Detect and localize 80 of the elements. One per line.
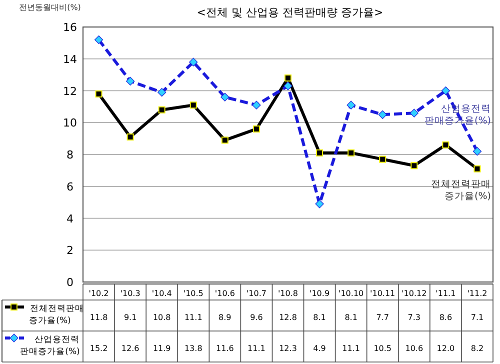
- data-label: 4.9: [313, 344, 326, 353]
- point: [252, 126, 260, 132]
- x-tick-label: '10.12: [402, 289, 427, 298]
- point: [410, 108, 418, 118]
- point: [472, 147, 482, 156]
- data-label: 12.8: [279, 313, 297, 322]
- data-label: 8.1: [344, 313, 358, 322]
- y-tick-label: 6: [66, 180, 74, 194]
- data-label: 8.9: [218, 313, 232, 322]
- data-label: 12.6: [121, 344, 140, 353]
- data-label: 8.2: [470, 344, 484, 353]
- x-tick-label: '10.7: [246, 289, 266, 298]
- x-tick-label: '11.2: [467, 289, 488, 298]
- x-tick-label: '10.4: [152, 289, 172, 298]
- point: [126, 133, 134, 140]
- data-label: 8.1: [313, 313, 326, 322]
- annotation: 산업용전력 판매증가율(%): [424, 103, 491, 126]
- point: [410, 162, 418, 170]
- data-label: 15.2: [90, 344, 108, 353]
- point: [284, 74, 292, 82]
- point: [316, 149, 324, 156]
- data-label: 12.3: [279, 344, 297, 353]
- y-tick-label: 16: [63, 21, 77, 34]
- x-tick-label: '10.9: [310, 289, 330, 298]
- data-label: 7.3: [408, 313, 421, 322]
- point: [474, 165, 481, 172]
- point: [379, 156, 386, 163]
- data-label: 11.9: [152, 344, 171, 353]
- x-tick-label: '10.6: [214, 289, 235, 298]
- data-label: 10.6: [405, 344, 424, 353]
- data-label: 11.1: [184, 313, 202, 322]
- point: [252, 100, 261, 110]
- point: [348, 149, 355, 156]
- y-tick-label: 12: [63, 84, 77, 98]
- x-tick-label: '10.8: [278, 289, 298, 298]
- y-tick-label: 14: [63, 52, 77, 66]
- legend-label: 전체전력판매 증가율(%): [29, 304, 84, 326]
- point: [220, 92, 230, 102]
- point: [95, 90, 102, 98]
- y-tick-label: 0: [66, 276, 74, 289]
- chart-title: <전체 및 산업용 전력판매량 증가율>: [196, 6, 384, 19]
- data-label: 9.6: [250, 313, 263, 322]
- y-axis-title: 전년동월대비(%): [19, 3, 81, 12]
- point: [315, 200, 324, 208]
- point: [189, 58, 198, 66]
- point: [126, 76, 135, 86]
- data-label: 12.0: [436, 344, 455, 353]
- point: [378, 110, 387, 119]
- legend-label: 산업용전력 판매증가율(%): [20, 335, 80, 357]
- y-tick-label: 8: [66, 148, 74, 162]
- y-tick-label: 4: [66, 212, 74, 226]
- data-label: 10.8: [152, 313, 171, 322]
- point: [221, 136, 228, 144]
- data-label: 8.6: [439, 313, 452, 322]
- data-label: 11.1: [248, 344, 266, 353]
- y-tick-label: 2: [66, 244, 74, 258]
- data-label: 7.1: [470, 313, 484, 322]
- y-tick-label: 10: [63, 116, 77, 130]
- data-label: 11.1: [342, 344, 360, 353]
- x-tick-label: '10.2: [88, 289, 109, 298]
- x-tick-label: '10.3: [120, 289, 140, 298]
- point: [441, 86, 450, 96]
- x-tick-label: '10.5: [183, 289, 204, 298]
- annotation: 전체전력판매 증가율(%): [431, 178, 491, 202]
- point: [158, 88, 166, 97]
- data-label: 11.8: [90, 313, 108, 322]
- data-label: 13.8: [184, 344, 202, 353]
- point: [346, 100, 356, 110]
- data-label: 9.1: [124, 313, 137, 322]
- data-label: 10.5: [374, 344, 392, 353]
- point: [442, 141, 450, 148]
- data-label: 11.6: [216, 344, 234, 353]
- x-tick-label: '10.10: [338, 289, 364, 298]
- point: [190, 102, 197, 109]
- x-tick-label: '10.11: [370, 289, 396, 298]
- point: [158, 106, 166, 114]
- point: [284, 82, 292, 90]
- point: [94, 35, 104, 44]
- data-label: 7.7: [376, 313, 389, 322]
- x-tick-label: '11.1: [436, 289, 456, 298]
